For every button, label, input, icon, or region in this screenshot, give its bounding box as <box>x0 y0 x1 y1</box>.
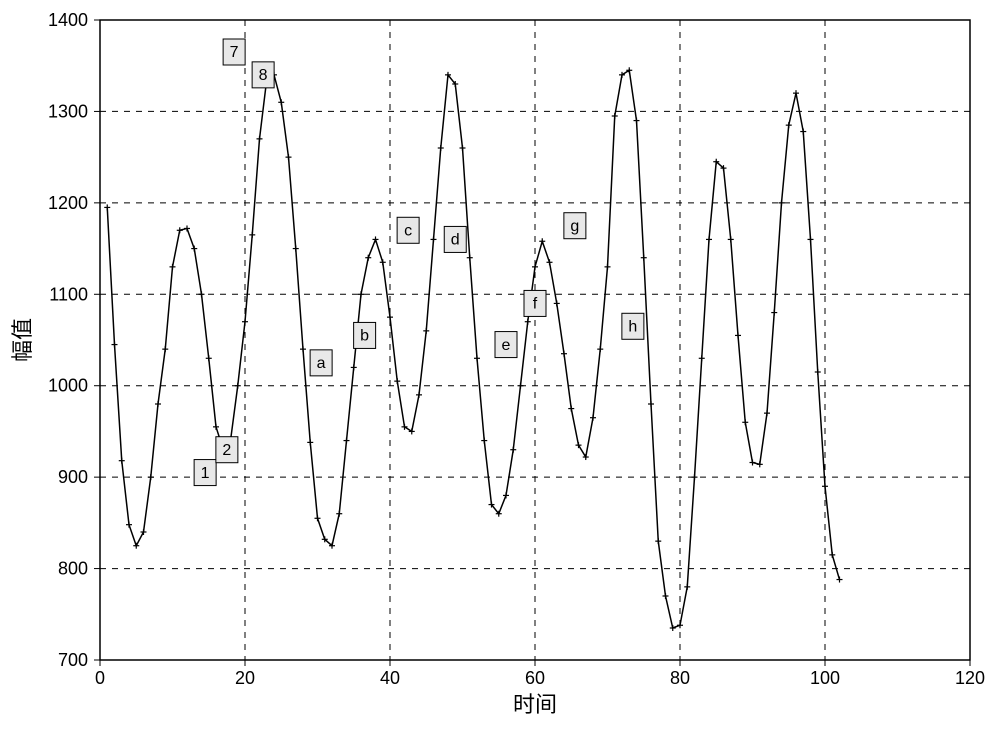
annotation-label: g <box>570 218 579 235</box>
svg-text:800: 800 <box>58 559 88 579</box>
annotation-label: c <box>404 223 412 240</box>
annotation-label: 8 <box>259 67 268 84</box>
annotation-label: e <box>502 337 511 354</box>
svg-text:100: 100 <box>810 668 840 688</box>
svg-text:20: 20 <box>235 668 255 688</box>
chart-container: 0 20 40 60 80 100 120 700 800 900 1000 1100 1200 1300… <box>0 0 1000 731</box>
svg-text:1300: 1300 <box>48 101 88 121</box>
svg-text:900: 900 <box>58 467 88 487</box>
annotation-label: 7 <box>230 44 239 61</box>
y-axis-label: 幅值 <box>10 318 35 362</box>
annotation-label: 2 <box>222 442 231 459</box>
annotation-label: a <box>317 355 326 372</box>
svg-text:1100: 1100 <box>49 284 88 304</box>
svg-text:700: 700 <box>58 650 88 670</box>
svg-text:60: 60 <box>525 668 545 688</box>
svg-text:1400: 1400 <box>48 10 88 30</box>
annotation-label: h <box>628 319 637 336</box>
svg-text:120: 120 <box>955 668 985 688</box>
annotation-label: d <box>451 232 460 249</box>
svg-text:80: 80 <box>670 668 690 688</box>
svg-text:0: 0 <box>95 668 105 688</box>
annotation-label: 1 <box>201 465 210 482</box>
svg-text:1200: 1200 <box>48 193 88 213</box>
annotation-label: f <box>533 296 538 313</box>
line-chart: 0 20 40 60 80 100 120 700 800 900 1000 1100 1200 1300… <box>0 0 1000 731</box>
svg-text:1000: 1000 <box>48 376 88 396</box>
annotation-label: b <box>360 328 369 345</box>
x-axis-label: 时间 <box>513 692 557 717</box>
svg-text:40: 40 <box>380 668 400 688</box>
